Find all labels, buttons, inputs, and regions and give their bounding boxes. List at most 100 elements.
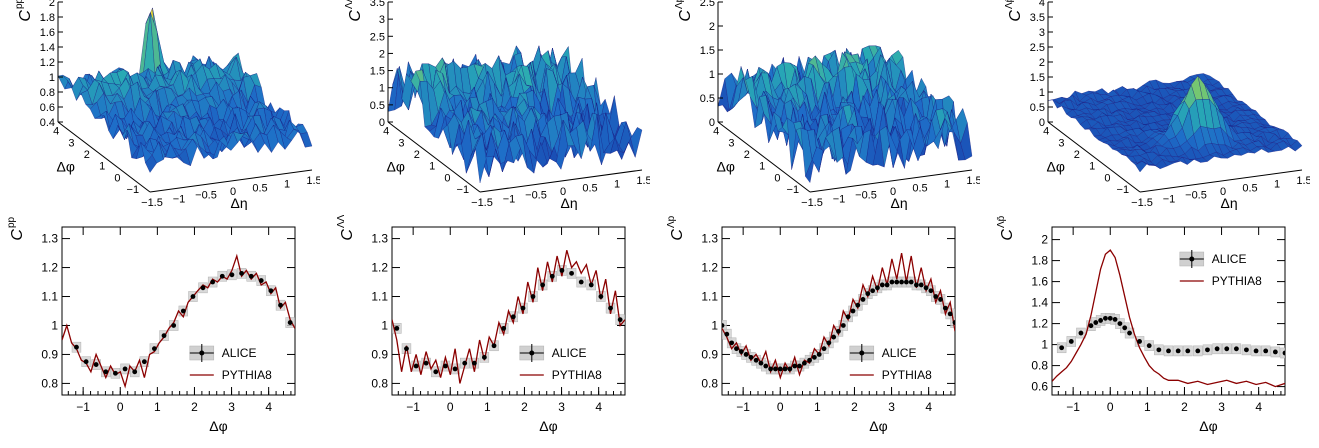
alice-point <box>811 354 817 360</box>
alice-point <box>258 278 264 283</box>
z-tick-label: 0 <box>1039 117 1045 129</box>
legend: ALICE PYTHIA8 <box>519 344 602 382</box>
alice-point <box>787 366 793 372</box>
eta-tick-label: −1 <box>173 193 186 205</box>
phi-axis-label: Δφ <box>57 159 75 175</box>
alice-point <box>588 282 594 288</box>
alice-point <box>559 268 565 273</box>
eta-axis-label: Δη <box>891 195 908 210</box>
eta-tick-label: −0.5 <box>855 190 877 202</box>
alice-point <box>792 363 798 369</box>
alice-point <box>83 359 89 365</box>
alice-point <box>1224 346 1230 352</box>
surface-panel-lambda-lambda: 0 0.5 1 1.5 2 2.5 3 3.5 C ΛΛ −1.5 −1 −0.5 0 0.5 1 1.5 Δη −… <box>330 0 652 211</box>
eta-tick-label: 0.5 <box>252 182 267 194</box>
phi-tick-label: −1 <box>127 184 140 196</box>
y-tick-label: 1.1 <box>41 290 58 304</box>
alice-point <box>151 346 157 352</box>
alice-point <box>1068 339 1074 344</box>
alice-point <box>171 323 177 328</box>
legend-alice-marker <box>199 350 205 356</box>
x-tick-label: 1 <box>154 400 161 414</box>
z-tick-label: 3 <box>379 14 385 26</box>
y-tick-label: 0.9 <box>41 347 58 361</box>
alice-point <box>404 346 409 352</box>
phi-tick-label: 1 <box>1089 161 1095 173</box>
x-tick-label: 4 <box>595 400 602 414</box>
alice-point <box>608 305 613 311</box>
alice-point <box>870 288 876 294</box>
phi-axis-line <box>57 121 151 193</box>
alice-point <box>801 360 807 366</box>
z-tick-label: 2 <box>49 0 55 9</box>
alice-point <box>1112 317 1118 322</box>
eta-axis-label: Δη <box>561 195 578 210</box>
eta-tick-label: 1 <box>1274 179 1280 191</box>
projection-plot-lambda-lambda: −1 0 1 2 3 4 0.8 0.9 1 1.1 1.2 1.3 Δφ CΛΛ ALICE PYTHIA8 <box>336 214 626 434</box>
eta-tick-label: −0.5 <box>195 190 217 202</box>
eta-tick-label: 0 <box>890 186 896 198</box>
legend-alice-label: ALICE <box>882 346 917 360</box>
alice-point <box>598 294 604 299</box>
phi-tick-label: 3 <box>398 137 404 149</box>
x-tick-label: 4 <box>265 400 272 414</box>
legend-alice-marker <box>1189 256 1195 262</box>
alice-point <box>103 369 109 375</box>
eta-tick-label: −1 <box>833 193 846 205</box>
y-tick-label: 1 <box>381 318 388 332</box>
phi-tick-label: 4 <box>713 126 719 138</box>
alice-point <box>180 308 186 314</box>
alice-point <box>840 323 846 328</box>
alice-point <box>141 359 147 365</box>
z-tick-label: 0.8 <box>40 87 55 99</box>
alice-point <box>748 354 754 360</box>
phi-tick-label: 0 <box>114 172 120 184</box>
projection-plot-pp: −1 0 1 2 3 4 0.8 0.9 1 1.1 1.2 1.3 Δφ Cpp ALICE PYTHIA8 <box>6 216 296 434</box>
alice-point <box>74 344 79 350</box>
eta-tick-label: −0.5 <box>525 190 547 202</box>
alice-point <box>248 273 254 279</box>
phi-tick-label: 0 <box>444 172 450 184</box>
alice-point <box>1137 339 1142 344</box>
y-tick-label: 0.9 <box>701 347 718 361</box>
phi-axis-label: Δφ <box>387 159 405 175</box>
z-axis-label-base: C <box>1007 10 1024 22</box>
z-tick-label: 1 <box>1039 87 1045 99</box>
z-tick-label: 1 <box>379 83 385 95</box>
surface-cell <box>1290 140 1303 152</box>
eta-axis-line <box>479 169 643 193</box>
eta-tick-label: 1.5 <box>966 175 980 187</box>
alice-point <box>938 297 943 302</box>
x-tick-label: 3 <box>1218 400 1225 414</box>
surface-mesh <box>387 45 643 184</box>
phi-tick-label: 4 <box>383 126 389 138</box>
alice-point <box>423 360 429 366</box>
plot-area <box>1052 249 1285 388</box>
eta-tick-label: −1.5 <box>801 197 823 209</box>
z-tick-label: 2 <box>1039 57 1045 69</box>
alice-point <box>1117 321 1123 326</box>
z-tick-label: 0.5 <box>1030 102 1045 114</box>
y-axis-label-sup: pp <box>6 216 17 228</box>
phi-tick-label: 0 <box>1104 172 1110 184</box>
alice-point <box>773 366 778 372</box>
alice-point <box>93 362 99 367</box>
y-tick-label: 1 <box>1041 338 1048 352</box>
alice-point <box>1214 346 1220 352</box>
eta-tick-label: 1 <box>944 179 950 191</box>
phi-tick-label: −1 <box>457 184 470 196</box>
alice-point <box>471 360 477 366</box>
alice-point <box>1122 325 1128 331</box>
y-tick-label: 1.1 <box>371 290 388 304</box>
alice-point <box>394 325 400 331</box>
alice-point <box>1253 348 1259 354</box>
alice-point <box>569 270 574 276</box>
alice-point <box>1103 315 1108 321</box>
alice-point <box>1107 315 1113 321</box>
plot-frame <box>391 226 626 396</box>
surface-cell <box>630 127 643 158</box>
y-tick-label: 1.2 <box>41 261 58 275</box>
